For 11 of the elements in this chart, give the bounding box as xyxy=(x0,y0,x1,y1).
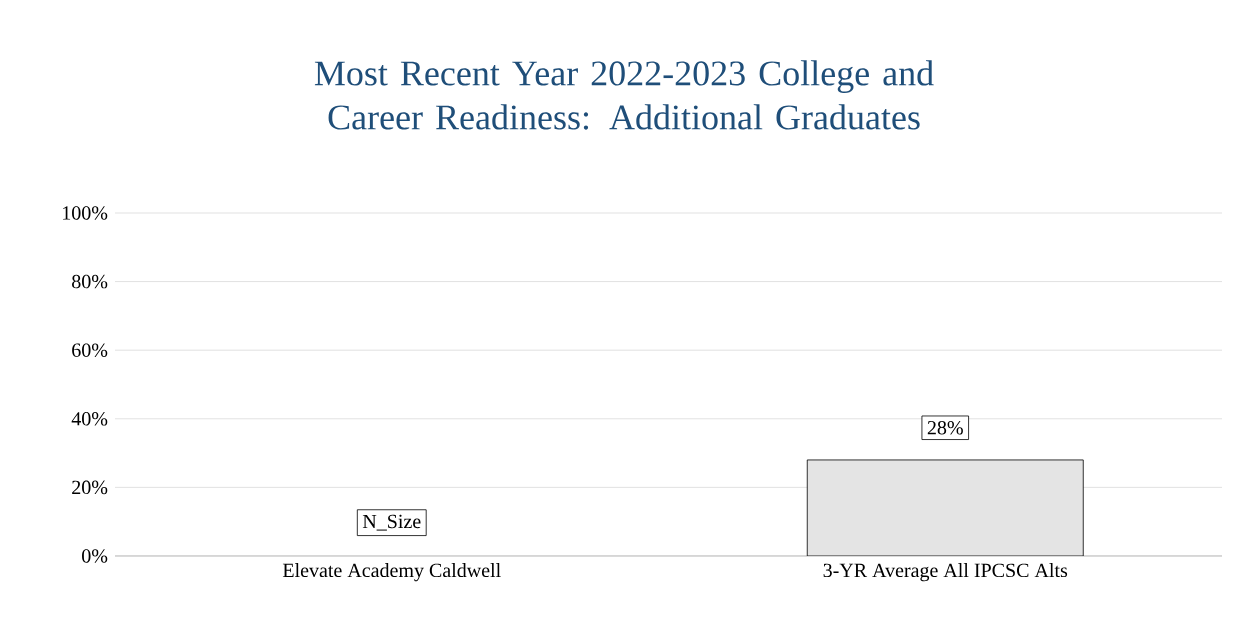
data-label: 28% xyxy=(927,420,963,435)
y-tick-label: 20% xyxy=(72,480,108,495)
y-tick-label: 60% xyxy=(72,343,108,357)
chart-title: Most Recent Year 2022-2023 College and Career Readiness: Additional Graduates xyxy=(314,60,934,130)
x-tick-label: Elevate Academy Caldwell xyxy=(282,563,501,582)
text: N_Size xyxy=(362,514,421,531)
y-tick-label: 0% xyxy=(82,549,108,563)
y-tick-label: 100% xyxy=(63,206,108,220)
y-tick-label: 80% xyxy=(72,274,108,289)
y-tick-label: 40% xyxy=(71,412,108,426)
x-tick-label: 3-YR Average All IPCSC Alts xyxy=(823,563,1068,582)
